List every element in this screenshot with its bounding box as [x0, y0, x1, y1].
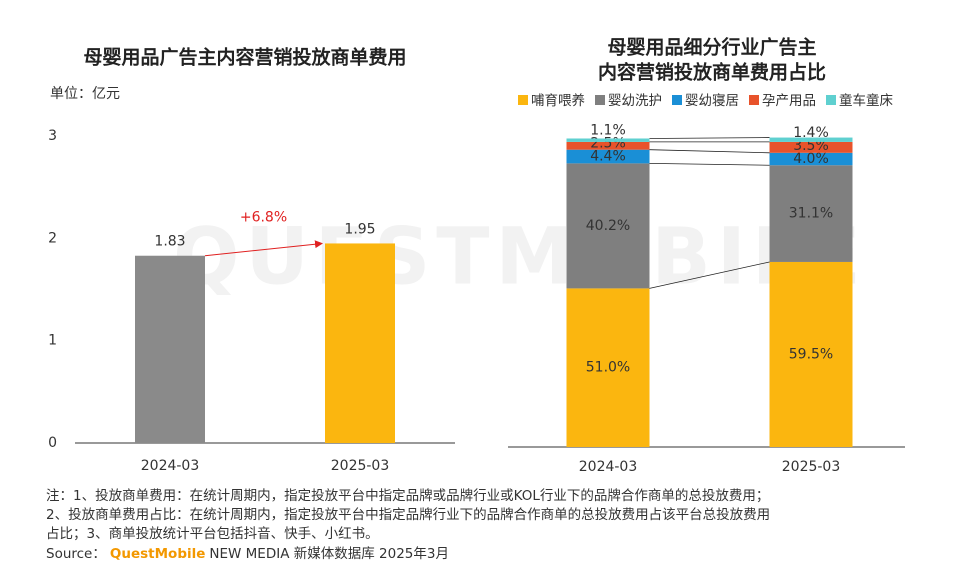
chart-title: 母婴用品细分行业广告主 [607, 36, 816, 59]
bar [325, 243, 395, 443]
legend-label: 婴幼洗护 [608, 93, 662, 109]
source-text: NEW MEDIA 新媒体数据库 2025年3月 [209, 546, 449, 562]
note: 占比；3、商单投放统计平台包括抖音、快手、小红书。 [46, 525, 379, 542]
value-label: 1.1% [590, 123, 626, 139]
watermark: QUESTMOBILE [173, 212, 867, 302]
note: 2、投放商单费用占比：在统计周期内，指定投放平台中指定品牌行业下的品牌合作商单的… [46, 506, 770, 523]
growth-label: +6.8% [240, 209, 287, 225]
legend-swatch [826, 95, 836, 105]
y-tick-label: 0 [48, 435, 57, 451]
bar-segment [566, 138, 650, 142]
y-tick-label: 1 [48, 333, 57, 349]
legend-label: 童车童床 [839, 92, 893, 109]
value-label: 40.2% [586, 218, 630, 234]
value-label: 4.0% [793, 151, 829, 167]
growth-arrow [204, 240, 323, 257]
note: 注：1、投放商单费用：在统计周期内，指定投放平台中指定品牌或品牌行业或KOL行业… [46, 487, 769, 504]
source-label: Source： [46, 546, 106, 562]
x-tick-label: 2024-03 [141, 458, 200, 474]
x-tick-label: 2025-03 [782, 459, 841, 475]
legend-swatch [595, 95, 605, 105]
legend-swatch [518, 95, 528, 105]
value-label: 1.83 [154, 234, 185, 250]
y-tick-label: 3 [48, 128, 57, 144]
connector-line [649, 261, 770, 289]
legend-label: 婴幼寝居 [685, 92, 739, 109]
bar-segment [769, 137, 853, 142]
x-tick-label: 2024-03 [579, 459, 638, 475]
source-brand: QuestMobile [110, 546, 206, 562]
bar-segment [769, 152, 853, 166]
x-tick-label: 2025-03 [331, 458, 390, 474]
connector-line [649, 162, 770, 166]
legend-label: 哺育喂养 [531, 93, 585, 109]
value-label: 4.4% [590, 149, 626, 165]
bar-segment [566, 288, 650, 447]
bar-segment [566, 163, 650, 289]
bar-segment [566, 141, 650, 150]
value-label: 1.4% [793, 125, 829, 141]
bar-segment [769, 141, 853, 153]
bar-segment [566, 149, 650, 164]
value-label: 51.0% [586, 360, 630, 376]
unit-label: 单位：亿元 [50, 86, 120, 102]
legend-swatch [749, 95, 759, 105]
bar [135, 255, 205, 443]
connector-line [649, 137, 770, 139]
connector-line [649, 149, 770, 154]
y-tick-label: 2 [48, 230, 57, 246]
chart-title: 内容营销投放商单费用占比 [598, 61, 826, 84]
value-label: 59.5% [789, 346, 833, 362]
chart-title: 母婴用品广告主内容营销投放商单费用 [83, 46, 406, 69]
legend-swatch [672, 95, 682, 105]
value-label: 3.5% [793, 138, 829, 154]
value-label: 1.95 [344, 221, 375, 237]
bar-segment [769, 165, 853, 262]
value-label: 31.1% [789, 206, 833, 222]
legend-label: 孕产用品 [762, 93, 816, 109]
bar-segment [769, 261, 853, 447]
